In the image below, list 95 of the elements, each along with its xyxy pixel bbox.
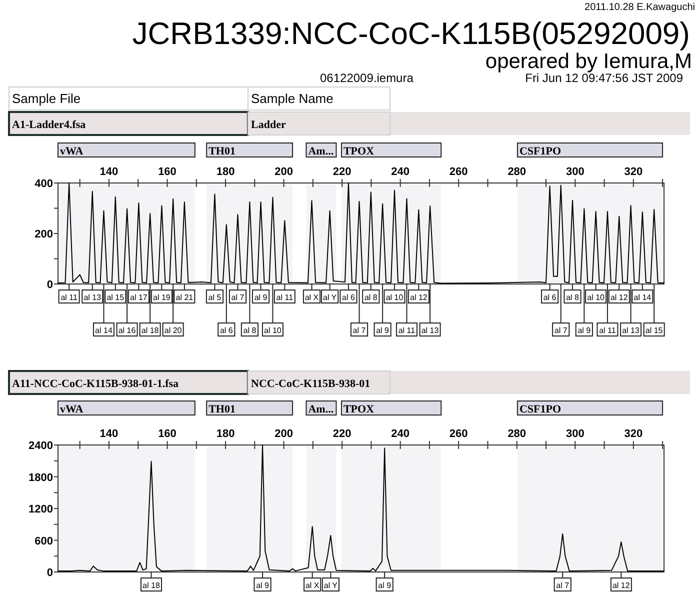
band-label: CSF1PO	[519, 146, 562, 158]
y-tick-label: 1800	[28, 472, 53, 484]
band-label: TH01	[208, 404, 236, 416]
text: NCC-CoC-K115B-938-01	[251, 378, 370, 390]
x-tick-label: 240	[391, 428, 410, 440]
annotation: al 7	[231, 293, 245, 302]
band-label: vWA	[60, 404, 84, 416]
y-tick-label: 1200	[28, 504, 53, 516]
text: A1-Ladder4.fsa	[12, 119, 86, 131]
annotation: al 15	[645, 326, 664, 335]
chart-title: JCRB1339:NCC-CoC-K115B(05292009)	[132, 16, 690, 51]
text: Sample Name	[251, 91, 334, 106]
band-label: vWA	[60, 146, 84, 158]
x-tick-label: 160	[158, 166, 176, 178]
line-series	[58, 182, 664, 284]
annotation: al 5	[208, 293, 222, 302]
text: 2011.10.28 E.Kawaguchi	[584, 2, 695, 13]
annotation: al 8	[566, 293, 580, 302]
annotation: al 12	[612, 581, 630, 590]
chart-subtitle: operared by Iemura,M	[485, 50, 692, 73]
text: Fri Jun 12 09:47:56 JST 2009	[525, 71, 684, 85]
annotation: al 11	[276, 293, 294, 302]
annotation: al 9	[254, 293, 268, 302]
annotation: al 7	[554, 326, 568, 335]
annotation: al 9	[256, 581, 270, 590]
y-tick-label: 0	[46, 567, 53, 579]
annotation: al X	[304, 293, 320, 302]
band-label: CSF1PO	[519, 404, 562, 416]
annotation: al 11	[60, 293, 78, 302]
band-label: Am...	[308, 404, 334, 416]
text: Sample File	[12, 91, 81, 106]
annotation: al 14	[95, 326, 113, 335]
annotation: al 9	[578, 326, 592, 335]
x-tick-label: 200	[274, 166, 293, 178]
x-tick-label: 200	[274, 428, 293, 440]
x-tick-label: 140	[100, 166, 118, 178]
line-series	[58, 444, 664, 572]
annotation: al 11	[398, 326, 416, 335]
x-tick-label: 300	[566, 428, 584, 440]
annotation: al 12	[410, 293, 428, 302]
annotation: al 8	[243, 326, 257, 335]
annotation: al 19	[153, 293, 171, 302]
annotation: al 10	[264, 326, 282, 335]
annotation: al 7	[556, 581, 570, 590]
x-tick-label: 260	[449, 166, 468, 178]
annotation: al 14	[634, 293, 652, 302]
band-label: Am...	[308, 146, 334, 158]
annotation: al 13	[421, 326, 440, 335]
annotation: al 12	[610, 293, 628, 302]
x-tick-label: 240	[391, 166, 410, 178]
x-tick-label: 320	[624, 166, 643, 178]
x-tick-label: 320	[624, 428, 643, 440]
annotation: al 8	[364, 293, 378, 302]
y-tick-label: 200	[34, 228, 53, 240]
x-tick-label: 300	[566, 166, 584, 178]
x-tick-label: 280	[508, 428, 526, 440]
text: Ladder	[251, 119, 286, 131]
y-tick-label: 0	[46, 279, 53, 291]
annotation: al 11	[599, 326, 616, 335]
annotation: al 18	[142, 581, 160, 590]
annotation: al Y	[324, 581, 338, 590]
annotation: al 20	[164, 326, 182, 335]
text: A11-NCC-CoC-K115B-938-01-1.fsa	[12, 378, 180, 390]
annotation: al 6	[220, 326, 234, 335]
annotation: al 9	[378, 581, 392, 590]
annotation: al 18	[141, 326, 160, 335]
annotation: al 6	[342, 293, 356, 302]
annotation: al 16	[118, 326, 136, 335]
annotation: al Y	[323, 293, 338, 302]
annotation: al 13	[622, 326, 640, 335]
y-tick-label: 2400	[28, 440, 53, 452]
annotation: al 7	[352, 326, 366, 335]
band-label: TH01	[208, 146, 236, 158]
x-tick-label: 180	[216, 166, 235, 178]
annotation: al 15	[106, 293, 125, 302]
x-tick-label: 140	[100, 428, 118, 440]
x-tick-label: 160	[158, 428, 176, 440]
text: 06122009.iemura	[320, 71, 414, 85]
annotation: al X	[305, 581, 320, 590]
annotation: al 10	[386, 293, 404, 302]
annotation: al 10	[587, 293, 606, 302]
y-tick-label: 400	[34, 178, 53, 190]
y-tick-label: 600	[34, 535, 53, 548]
annotation: al 17	[130, 293, 148, 302]
annotation: al 21	[176, 293, 194, 302]
x-tick-label: 220	[332, 428, 352, 440]
x-tick-label: 280	[508, 166, 526, 178]
legend-label: TPOX	[343, 404, 374, 416]
annotation: al 9	[376, 326, 390, 335]
annotation: al 6	[543, 293, 557, 302]
legend-label: TPOX	[343, 146, 374, 158]
x-tick-label: 180	[216, 428, 235, 440]
x-tick-label: 260	[449, 428, 468, 440]
x-tick-label: 220	[332, 166, 352, 178]
annotation: al 13	[84, 293, 102, 302]
